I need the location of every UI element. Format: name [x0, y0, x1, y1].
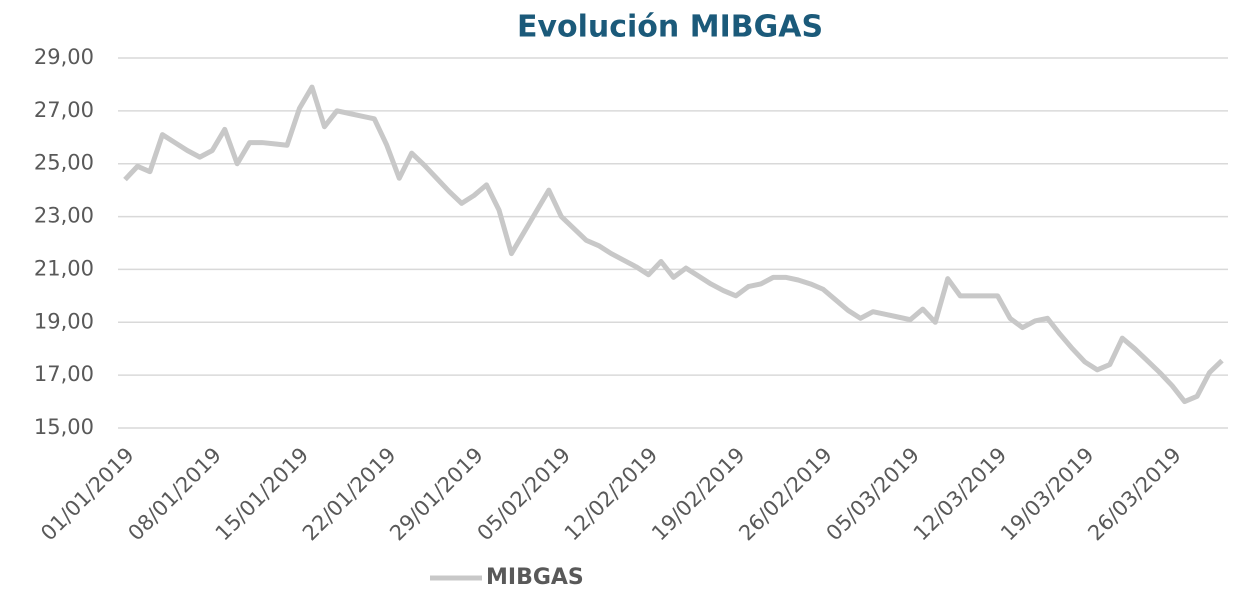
x-tick-label: 05/03/2019	[822, 443, 925, 546]
y-tick-label: 15,00	[34, 415, 94, 439]
legend-label: MIBGAS	[486, 565, 584, 590]
x-tick-label: 26/03/2019	[1083, 443, 1186, 546]
y-tick-label: 23,00	[34, 204, 94, 228]
x-tick-label: 29/01/2019	[385, 443, 488, 546]
y-tick-label: 27,00	[34, 98, 94, 122]
chart-title: Evolución MIBGAS	[517, 10, 823, 45]
x-tick-label: 19/02/2019	[647, 443, 750, 546]
y-tick-label: 19,00	[34, 309, 94, 333]
line	[123, 84, 1224, 405]
x-tick-label: 08/01/2019	[123, 443, 226, 546]
x-tick-label: 26/02/2019	[734, 443, 837, 546]
y-tick-label: 17,00	[34, 362, 94, 386]
y-tick-label: 29,00	[34, 45, 94, 69]
x-tick-label: 12/03/2019	[909, 443, 1012, 546]
x-tick-label: 12/02/2019	[560, 443, 663, 546]
x-tick-label: 05/02/2019	[473, 443, 576, 546]
y-tick-label: 25,00	[34, 151, 94, 175]
x-tick-label: 22/01/2019	[298, 443, 401, 546]
x-tick-label: 15/01/2019	[211, 443, 314, 546]
y-tick-label: 21,00	[34, 256, 94, 280]
x-tick-label: 19/03/2019	[996, 443, 1099, 546]
x-tick-label: 01/01/2019	[36, 443, 139, 546]
